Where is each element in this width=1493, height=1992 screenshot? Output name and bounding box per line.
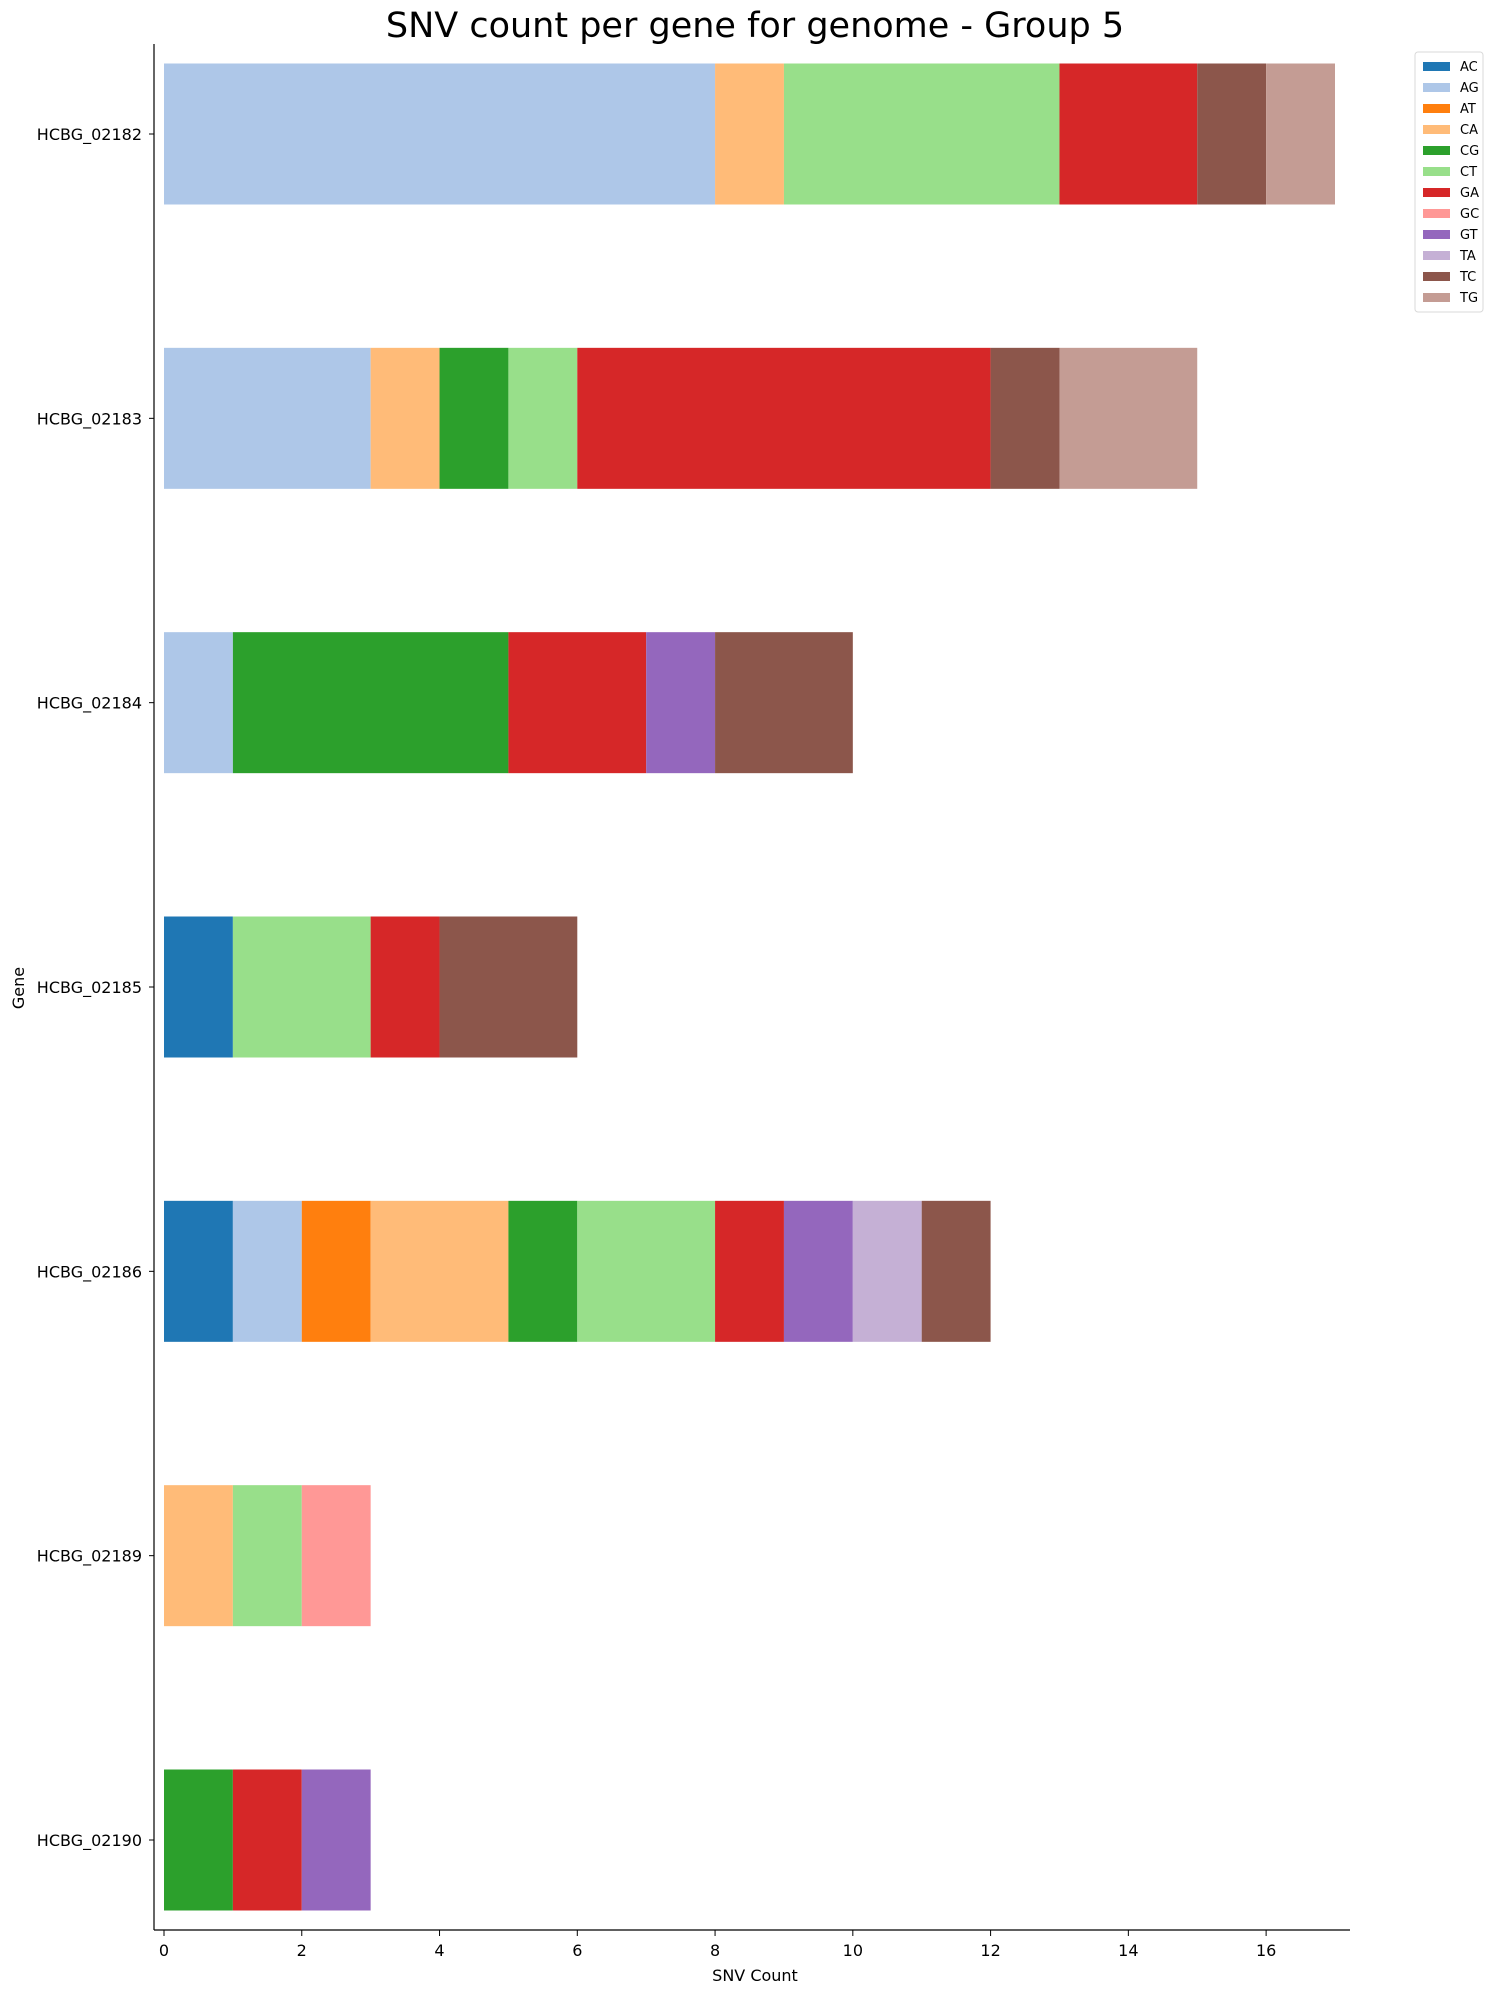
- legend-label-AT: AT: [1460, 102, 1476, 117]
- bar-HCBG_02183-TG: [1059, 347, 1198, 489]
- bar-HCBG_02190-GA: [232, 1769, 302, 1911]
- legend-box: [1414, 51, 1484, 313]
- legend: AC AG AT CA CG CT GA GC GT TA TC TG: [1414, 51, 1484, 313]
- bar-HCBG_02186-GT: [783, 1200, 853, 1342]
- legend-label-GC: GC: [1460, 207, 1479, 222]
- bar-HCBG_02186-AT: [301, 1200, 371, 1342]
- y-tick-label: HCBG_02184: [37, 694, 142, 714]
- x-tick-label: 0: [159, 1941, 169, 1960]
- legend-swatch-GA: [1423, 188, 1450, 197]
- legend-swatch-TC: [1423, 272, 1450, 281]
- legend-swatch-CT: [1423, 167, 1450, 176]
- bar-HCBG_02182-GA: [1059, 63, 1198, 205]
- y-tick-label: HCBG_02183: [37, 409, 142, 429]
- x-tick-label: 12: [980, 1941, 1000, 1960]
- legend-label-TC: TC: [1459, 270, 1476, 285]
- bar-HCBG_02189-GC: [301, 1485, 371, 1627]
- legend-swatch-CA: [1423, 125, 1450, 134]
- x-tick-label: 10: [843, 1941, 863, 1960]
- bar-HCBG_02186-TC: [921, 1200, 991, 1342]
- bar-HCBG_02184-CG: [232, 632, 509, 774]
- chart-title: SNV count per gene for genome - Group 5: [386, 6, 1124, 46]
- bar-HCBG_02183-GA: [577, 347, 991, 489]
- bar-HCBG_02184-GT: [646, 632, 716, 774]
- bar-HCBG_02186-GA: [715, 1200, 784, 1342]
- bar-HCBG_02189-CT: [232, 1485, 302, 1627]
- bar-HCBG_02182-CT: [783, 63, 1060, 205]
- y-tick-label: HCBG_02185: [37, 978, 142, 998]
- legend-label-AC: AC: [1460, 60, 1478, 75]
- bar-HCBG_02182-AG: [164, 63, 716, 205]
- bar-HCBG_02182-TC: [1197, 63, 1267, 205]
- legend-swatch-CG: [1423, 146, 1450, 155]
- bar-HCBG_02185-GA: [370, 916, 440, 1058]
- legend-label-AG: AG: [1460, 81, 1479, 96]
- x-tick-label: 2: [297, 1941, 307, 1960]
- legend-label-TA: TA: [1459, 249, 1476, 264]
- bar-HCBG_02184-TC: [715, 632, 853, 774]
- legend-label-GA: GA: [1460, 186, 1479, 201]
- bar-HCBG_02186-AG: [232, 1200, 302, 1342]
- legend-swatch-AC: [1423, 62, 1450, 71]
- bar-HCBG_02190-GT: [301, 1769, 371, 1911]
- bar-HCBG_02183-CG: [439, 347, 509, 489]
- bars-group: [164, 63, 1335, 1911]
- bar-HCBG_02182-CA: [715, 63, 784, 205]
- bar-HCBG_02189-CA: [164, 1485, 233, 1627]
- bar-HCBG_02183-CT: [508, 347, 578, 489]
- bar-HCBG_02183-AG: [164, 347, 371, 489]
- x-tick-label: 6: [572, 1941, 582, 1960]
- y-tick-label: HCBG_02186: [37, 1262, 142, 1282]
- legend-label-TG: TG: [1459, 291, 1478, 306]
- x-tick-label: 8: [710, 1941, 720, 1960]
- bar-HCBG_02185-CT: [232, 916, 371, 1058]
- y-axis-title: Gene: [9, 967, 28, 1009]
- y-tick-label: HCBG_02182: [37, 125, 142, 145]
- legend-label-CT: CT: [1460, 165, 1477, 180]
- bar-HCBG_02186-AC: [164, 1200, 233, 1342]
- x-tick-label: 14: [1118, 1941, 1138, 1960]
- bar-HCBG_02185-TC: [439, 916, 578, 1058]
- legend-label-CA: CA: [1460, 123, 1478, 138]
- legend-label-CG: CG: [1460, 144, 1479, 159]
- bar-HCBG_02186-CA: [370, 1200, 509, 1342]
- x-tick-label: 4: [434, 1941, 444, 1960]
- legend-swatch-AT: [1423, 104, 1450, 113]
- bar-HCBG_02183-TC: [990, 347, 1060, 489]
- legend-swatch-TA: [1423, 251, 1450, 260]
- legend-swatch-GT: [1423, 230, 1450, 239]
- legend-label-GT: GT: [1460, 228, 1478, 243]
- x-axis-title: SNV Count: [712, 1966, 798, 1985]
- bar-HCBG_02186-CG: [508, 1200, 578, 1342]
- legend-swatch-GC: [1423, 209, 1450, 218]
- legend-swatch-TG: [1423, 293, 1450, 302]
- bar-HCBG_02186-CT: [577, 1200, 716, 1342]
- bar-HCBG_02184-GA: [508, 632, 647, 774]
- x-tick-label: 16: [1256, 1941, 1276, 1960]
- axes-group: HCBG_02182 HCBG_02183 HCBG_02184 HCBG_02185…: [37, 44, 1350, 1960]
- bar-HCBG_02186-TA: [852, 1200, 922, 1342]
- bar-HCBG_02185-AC: [164, 916, 233, 1058]
- bar-HCBG_02182-TG: [1266, 63, 1335, 205]
- legend-swatch-AG: [1423, 83, 1450, 92]
- bar-HCBG_02184-AG: [164, 632, 233, 774]
- bar-HCBG_02183-CA: [370, 347, 440, 489]
- y-tick-label: HCBG_02189: [37, 1547, 142, 1567]
- y-tick-label: HCBG_02190: [37, 1831, 142, 1851]
- bar-HCBG_02190-CG: [164, 1769, 233, 1911]
